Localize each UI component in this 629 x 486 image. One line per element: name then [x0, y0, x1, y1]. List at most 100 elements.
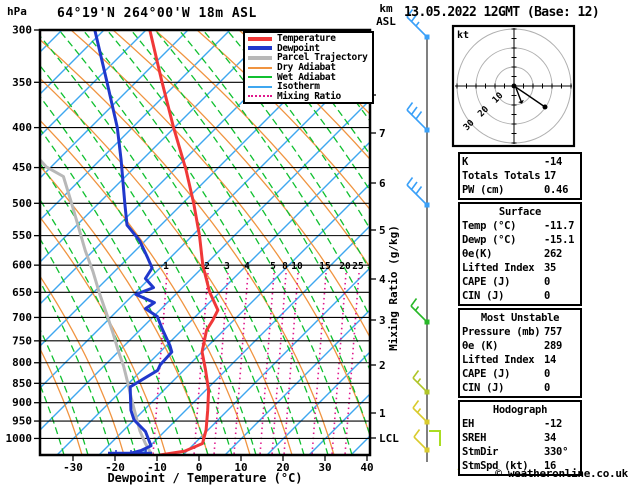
wet-adiabat-line: [41, 129, 209, 454]
dry-adiabat-line: [0, 30, 40, 455]
hodograph-origin-dot: [511, 83, 517, 89]
mixing-ratio-axis-title: Mixing Ratio (g/kg): [387, 225, 400, 351]
stat-label: PW (cm): [462, 184, 505, 196]
datetime-label: 13.05.2022 12GMT (Base: 12): [404, 5, 600, 20]
wind-barb-stem: [410, 305, 428, 323]
mixing-ratio-label: 10: [291, 261, 303, 272]
stat-row: CIN (J) 0: [462, 289, 578, 303]
legend-item: Mixing Ratio: [245, 90, 372, 102]
pressure-tick-label: 900: [12, 396, 32, 409]
wind-barb: [406, 177, 430, 208]
wind-barb-feather: [406, 102, 414, 111]
wet-adiabat-line: [41, 96, 233, 454]
legend-label: Temperature: [277, 33, 336, 45]
stat-label: SREH: [462, 432, 487, 444]
legend: Temperature Dewpoint Parcel Trajectory Dry …: [243, 31, 374, 105]
pressure-tick-label: 950: [12, 415, 32, 428]
parcel-trajectory-curve: [41, 158, 154, 454]
stat-value: 757: [544, 326, 563, 338]
stat-row: PW (cm) 0.46: [462, 183, 578, 197]
stat-label: θe(K): [462, 248, 493, 260]
km-tick-label: 1: [379, 407, 386, 420]
isotherm-line: [225, 310, 369, 454]
wet-adiabat-line: [0, 30, 16, 455]
stats-box: K -14 Totals Totals 17 PW (cm) 0.46: [458, 152, 582, 200]
mixing-ratio-line: [344, 272, 360, 454]
stat-label: CAPE (J): [462, 276, 511, 288]
wind-barb-feather: [415, 111, 423, 120]
legend-item: Temperature: [245, 33, 372, 45]
stat-value: 0.46: [544, 184, 569, 196]
stat-value: 0: [544, 382, 551, 394]
stat-row: StmDir 330°: [462, 445, 578, 459]
wind-barb-half-feather: [415, 21, 420, 27]
lcl-marker: [429, 430, 441, 446]
wet-adiabat-line: [154, 31, 369, 370]
stats-box-title: Surface: [498, 206, 542, 218]
dry-adiabat-line: [41, 120, 251, 454]
stat-row: K -14: [462, 155, 578, 169]
stat-value: 16: [544, 460, 557, 472]
stat-label: EH: [462, 418, 475, 430]
hodograph-arrow-line: [515, 87, 522, 102]
km-tick-label: 5: [379, 224, 386, 237]
legend-label: Mixing Ratio: [277, 90, 341, 102]
isotherm-line: [41, 31, 146, 136]
stat-label: Pressure (mb): [462, 326, 541, 338]
wet-adiabat-line: [41, 163, 185, 454]
legend-label: Dry Adiabat: [277, 62, 336, 74]
wind-barb-feather: [410, 106, 418, 115]
stat-label: CIN (J): [462, 290, 505, 302]
pressure-tick-label: 350: [12, 76, 32, 89]
stats-box-surface: Surface Temp (°C) -11.7 Dewp (°C) -15.1 θe(K)…: [458, 202, 582, 306]
mixing-ratio-line: [331, 272, 347, 454]
legend-swatch: [248, 55, 272, 60]
stat-row: CAPE (J) 0: [462, 367, 578, 381]
stat-value: 289: [544, 340, 563, 352]
stat-value: 14: [544, 354, 557, 366]
legend-swatch: [248, 36, 272, 41]
legend-swatch: [248, 95, 272, 98]
wind-barb-feather: [406, 9, 414, 18]
mixing-ratio-line: [213, 272, 229, 454]
x-axis-title: Dewpoint / Temperature (°C): [107, 471, 303, 485]
altitude-unit-label: km ASL: [376, 2, 396, 28]
pressure-tick-label: 700: [12, 311, 32, 324]
wet-adiabat-line: [82, 31, 329, 454]
dry-adiabat-line: [41, 166, 209, 454]
x-tick-label: -30: [63, 461, 83, 474]
legend-item: Isotherm: [245, 81, 372, 92]
dry-adiabat-line: [41, 78, 293, 454]
hodograph-trace: [513, 85, 546, 108]
km-tick-label: 6: [379, 177, 386, 190]
stat-row: Lifted Index 14: [462, 353, 578, 367]
mixing-ratio-line: [233, 272, 249, 454]
isotherm-line: [41, 31, 188, 178]
pressure-tick-label: 800: [12, 356, 32, 369]
wet-adiabat-line: [106, 31, 353, 454]
wind-barb-feather: [406, 177, 414, 186]
wet-adiabat-line: [41, 329, 89, 454]
pressure-tick-label: 850: [12, 377, 32, 390]
wind-barb-feather: [410, 13, 418, 22]
pressure-tick-label: 600: [12, 259, 32, 272]
mixing-ratio-label: 15: [319, 261, 331, 272]
mixing-ratio-label: 5: [270, 261, 276, 272]
legend-item: Wet Adiabat: [245, 72, 372, 83]
stat-label: Dewp (°C): [462, 234, 517, 246]
wet-adiabat-line: [41, 65, 257, 454]
km-tick-label: 2: [379, 359, 386, 372]
hodograph-trace-dot: [542, 104, 548, 110]
legend-item: Parcel Trajectory: [245, 52, 372, 63]
stat-label: CIN (J): [462, 382, 505, 394]
stat-label: StmSpd (kt): [462, 460, 529, 472]
stats-box-hodograph: Hodograph EH -12 SREH 34 StmDir 330° StmSpd (kt…: [458, 400, 582, 476]
km-tick-label: 3: [379, 314, 386, 327]
stat-value: -15.1: [544, 234, 575, 246]
mixing-ratio-line: [283, 272, 299, 454]
mixing-ratio-line: [193, 272, 209, 454]
stat-label: CAPE (J): [462, 368, 511, 380]
legend-swatch: [248, 66, 272, 69]
hodograph-unit-label: kt: [457, 30, 469, 41]
